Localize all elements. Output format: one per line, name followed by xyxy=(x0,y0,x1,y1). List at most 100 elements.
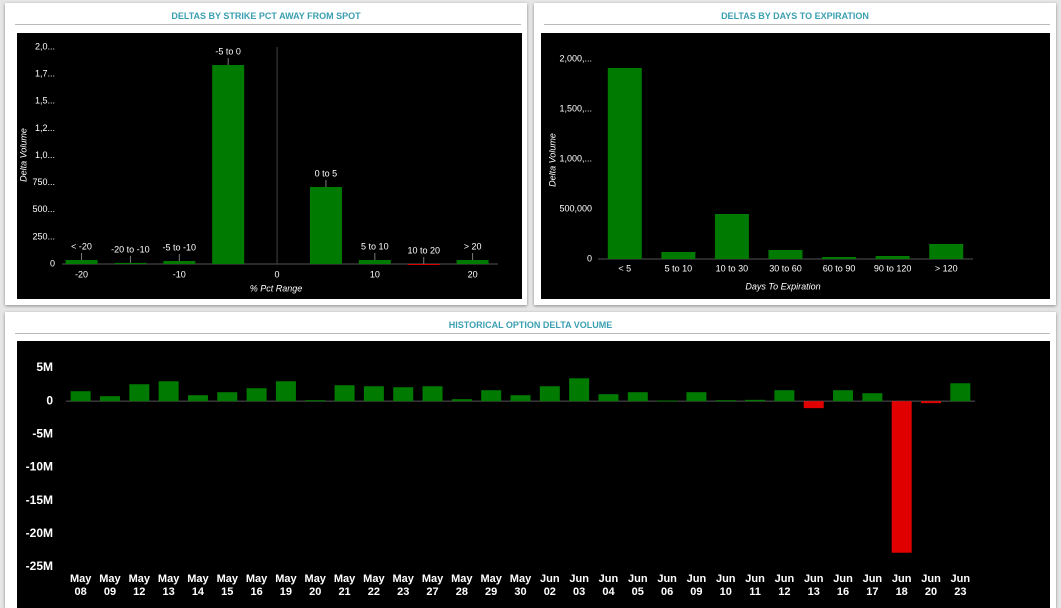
y-tick-label: 1,7... xyxy=(35,69,55,79)
x-tick-label: 10 to 30 xyxy=(716,263,749,273)
bar xyxy=(334,385,355,402)
y-tick-label: -5M xyxy=(32,427,53,441)
bar xyxy=(657,400,678,402)
x-tick-label: May 20 xyxy=(304,573,326,598)
x-tick-label: Jun 16 xyxy=(833,573,853,598)
title-rule xyxy=(15,333,1050,334)
bar xyxy=(921,401,942,404)
y-tick-label: -25M xyxy=(26,559,53,573)
bar xyxy=(275,381,296,402)
bar xyxy=(158,381,179,402)
x-tick-label: Jun 11 xyxy=(745,573,765,598)
x-tick-label: May 30 xyxy=(509,573,532,598)
bar xyxy=(714,214,749,259)
x-tick-label: 0 xyxy=(275,269,280,279)
chart: 0 250... 500... 750... 1,0... 1,2... 1,5... 1,7… xyxy=(17,33,522,299)
x-tick-label: May 19 xyxy=(275,573,297,598)
bar xyxy=(862,393,883,402)
title-rule xyxy=(15,24,521,25)
panel: DELTAS BY DAYS TO EXPIRATION 0 500,000 1,0… xyxy=(534,3,1056,305)
y-tick-label: 1,500,... xyxy=(559,103,592,113)
bar-label: < -20 xyxy=(71,241,92,251)
x-tick-label: Jun 10 xyxy=(715,573,736,598)
y-tick-label: 0 xyxy=(50,258,55,268)
x-tick-label: Jun 13 xyxy=(803,573,824,598)
bar xyxy=(393,387,414,402)
x-axis-title: Days To Expiration xyxy=(745,281,820,291)
x-tick-label: 30 to 60 xyxy=(769,263,802,273)
x-tick-label: May 14 xyxy=(187,573,209,598)
bar xyxy=(305,400,326,402)
x-tick-label: May 12 xyxy=(128,573,150,598)
bar-label: > 20 xyxy=(464,241,482,251)
y-tick-label: 5M xyxy=(36,360,53,374)
x-tick-label: May 29 xyxy=(480,573,502,598)
bar xyxy=(212,65,245,264)
x-tick-label: May 13 xyxy=(157,573,180,598)
x-tick-label: 5 to 10 xyxy=(665,263,693,273)
bar xyxy=(422,386,443,402)
y-tick-label: 500,000 xyxy=(559,203,592,213)
bar xyxy=(607,68,642,259)
x-tick-label: Jun 05 xyxy=(628,573,648,598)
bar xyxy=(65,259,98,264)
bar xyxy=(569,378,590,402)
bar xyxy=(456,259,489,264)
chart: 5M 0 -5M -10M -15M -20M -25M xyxy=(17,341,1050,608)
bar xyxy=(246,388,267,402)
bar xyxy=(768,250,803,259)
bar xyxy=(803,401,824,409)
x-tick-label: Jun 04 xyxy=(598,573,619,598)
panel: DELTAS BY STRIKE PCT AWAY FROM SPOT 0 250… xyxy=(5,3,527,305)
y-tick-label: -10M xyxy=(26,460,53,474)
panel-title: DELTAS BY DAYS TO EXPIRATION xyxy=(721,11,869,21)
x-tick-label: 90 to 120 xyxy=(874,263,912,273)
bar-label: -5 to 0 xyxy=(215,46,241,56)
x-tick-label: Jun 18 xyxy=(891,573,912,598)
y-axis-title: Delta Volume xyxy=(18,128,28,182)
bar-label: -20 to -10 xyxy=(111,244,150,254)
bar xyxy=(217,392,238,402)
x-tick-label: > 120 xyxy=(935,263,958,273)
bar xyxy=(598,394,619,402)
x-tick-label: 60 to 90 xyxy=(823,263,856,273)
bar xyxy=(875,256,910,259)
x-tick-label: Jun 17 xyxy=(862,573,883,598)
x-tick-label: Jun 03 xyxy=(569,573,589,598)
title-rule xyxy=(544,24,1050,25)
x-tick-label: Jun 06 xyxy=(657,573,677,598)
y-tick-label: 500... xyxy=(32,204,55,214)
bar xyxy=(891,401,912,553)
x-tick-label: May 28 xyxy=(451,573,473,598)
x-tick-label: May 23 xyxy=(392,573,414,598)
y-tick-label: -15M xyxy=(26,493,53,507)
x-tick-label: May 09 xyxy=(99,573,121,598)
x-tick-label: Jun 20 xyxy=(921,573,941,598)
x-tick-label: May 16 xyxy=(245,573,268,598)
bar xyxy=(745,399,766,402)
x-tick-label: May 08 xyxy=(69,573,92,598)
y-tick-label: 250... xyxy=(32,231,55,241)
panel-title: HISTORICAL OPTION DELTA VOLUME xyxy=(448,320,613,330)
bar xyxy=(129,384,150,402)
y-tick-label: 0 xyxy=(46,393,53,407)
bar xyxy=(661,252,696,259)
x-tick-label: Jun 02 xyxy=(540,573,560,598)
x-tick-label: Jun 12 xyxy=(774,573,795,598)
panel: HISTORICAL OPTION DELTA VOLUME 5M 0 -5M -10… xyxy=(5,312,1056,608)
y-tick-label: 750... xyxy=(32,177,55,187)
y-tick-label: 2,000,... xyxy=(559,53,592,63)
x-tick-label: 10 xyxy=(370,269,380,279)
bar xyxy=(686,392,707,402)
bar xyxy=(363,386,384,402)
bar xyxy=(187,395,208,402)
x-tick-label: Jun 23 xyxy=(950,573,971,598)
bar xyxy=(539,386,560,402)
y-tick-label: 1,0... xyxy=(35,150,55,160)
bar xyxy=(510,395,531,402)
bar xyxy=(358,259,391,264)
bar xyxy=(70,391,91,402)
x-tick-label: May 22 xyxy=(363,573,385,598)
y-tick-label: -20M xyxy=(26,526,53,540)
